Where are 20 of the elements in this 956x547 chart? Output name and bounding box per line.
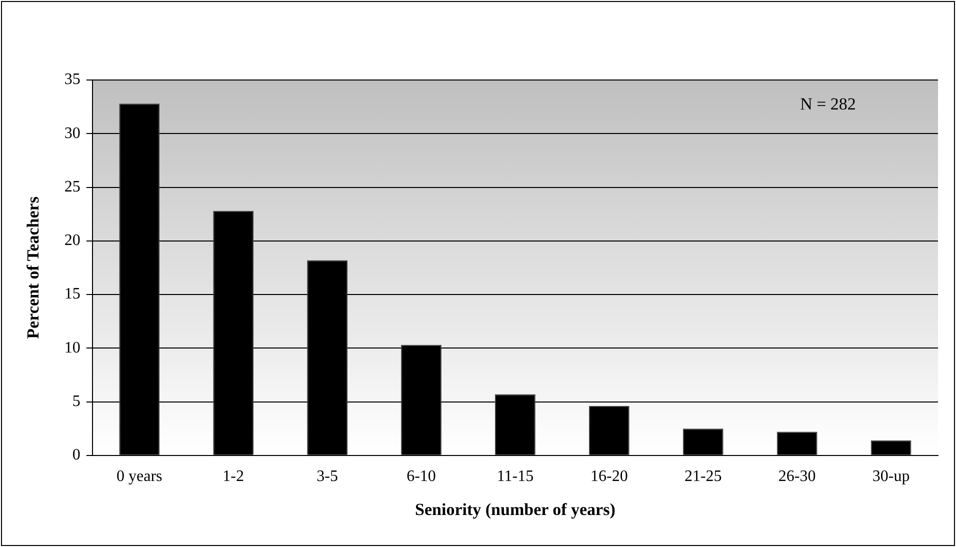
y-axis-title: Percent of Teachers	[24, 196, 43, 339]
x-axis-title: Seniority (number of years)	[415, 500, 616, 520]
y-tick-label: 20	[64, 232, 80, 250]
y-tick-label: 5	[72, 392, 80, 410]
y-tick-label: 30	[64, 124, 80, 142]
y-tick-label: 25	[64, 178, 80, 196]
x-tick-label: 6-10	[406, 468, 436, 486]
annotation: N = 282	[800, 94, 856, 114]
y-tick-label: 0	[72, 446, 80, 464]
x-tick-label: 21-25	[684, 468, 722, 486]
y-tick-label: 15	[64, 286, 80, 303]
x-tick-label: 26-30	[778, 468, 816, 486]
x-tick-label: 1-2	[222, 468, 244, 486]
x-tick-label: 3-5	[316, 468, 338, 486]
x-tick-label: 11-15	[496, 468, 534, 486]
x-tick-label: 30-up	[872, 468, 910, 486]
x-tick-label: 0 years	[116, 468, 162, 486]
y-tick-label: 10	[64, 339, 80, 356]
x-tick-label: 16-20	[590, 468, 628, 486]
y-tick-label: 35	[64, 71, 80, 88]
